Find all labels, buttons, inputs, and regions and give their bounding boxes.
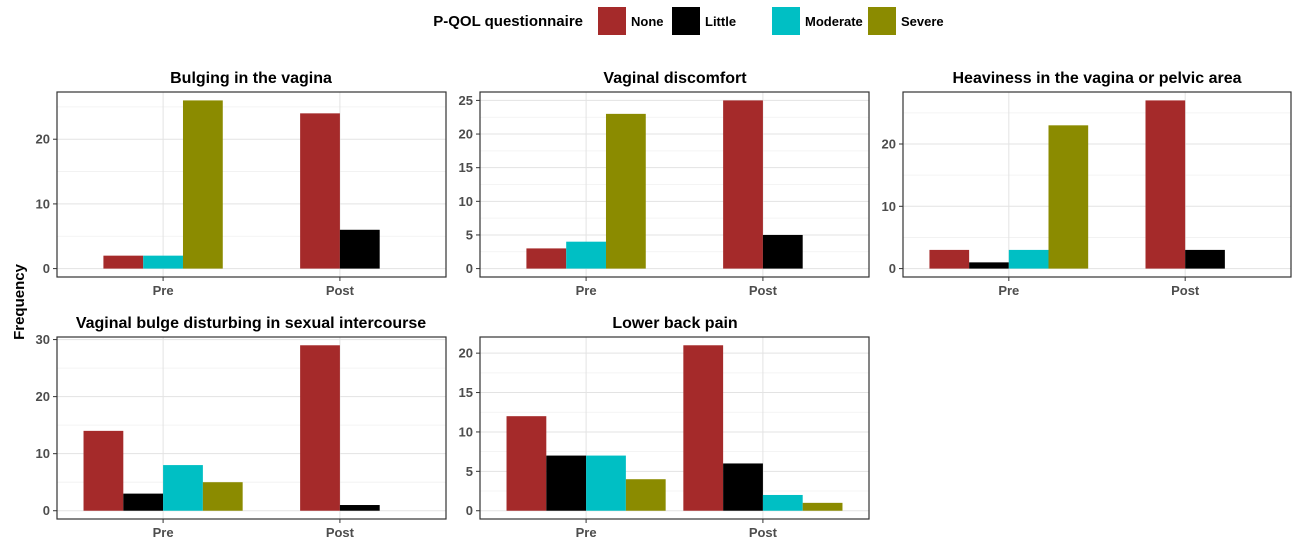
y-tick-label: 0 <box>889 261 896 276</box>
bar-pre-severe <box>605 113 646 269</box>
bar-pre-little <box>123 493 164 511</box>
y-tick-label: 15 <box>459 385 473 400</box>
legend-key-severe <box>868 7 896 35</box>
y-tick-label: 10 <box>882 199 896 214</box>
panel-border <box>56 336 447 520</box>
y-tick-label: 10 <box>459 194 473 209</box>
bar-post-none <box>300 345 340 511</box>
legend-key-moderate <box>772 7 800 35</box>
bar-post-little <box>339 229 380 269</box>
x-tick-label-pre: Pre <box>576 283 597 298</box>
x-tick-label-pre: Pre <box>998 283 1019 298</box>
y-tick-label: 25 <box>459 93 473 108</box>
legend: P-QOL questionnaire None Little Moderate Se… <box>433 7 944 35</box>
bar-pre-none <box>103 255 144 269</box>
panel-title: Lower back pain <box>612 315 737 332</box>
x-tick-label-post: Post <box>326 283 355 298</box>
bar-pre-moderate <box>586 455 626 511</box>
panel-title: Vaginal discomfort <box>603 70 747 87</box>
panel-4: Vaginal bulge disturbing in sexual inter… <box>36 315 447 540</box>
panel-title: Bulging in the vagina <box>170 70 332 87</box>
bar-post-little <box>723 463 763 511</box>
panel-3: Heaviness in the vagina or pelvic area 0 1… <box>882 70 1292 298</box>
bar-post-little <box>339 505 380 511</box>
legend-title: P-QOL questionnaire <box>433 13 583 30</box>
panel-2: Vaginal discomfort 0 5 10 15 20 25 Pre Post <box>459 70 870 298</box>
y-tick-label: 0 <box>466 503 473 518</box>
bar-pre-little <box>546 455 587 511</box>
panel-background <box>903 92 1291 277</box>
y-tick-label: 15 <box>459 160 473 175</box>
bar-post-none <box>683 345 724 511</box>
y-tick-label: 10 <box>459 424 473 439</box>
y-tick-label: 0 <box>466 261 473 276</box>
y-tick-label: 30 <box>36 332 50 347</box>
bar-pre-moderate <box>143 255 183 269</box>
bar-post-none <box>300 113 340 269</box>
x-tick-label-pre: Pre <box>153 283 174 298</box>
y-tick-label: 20 <box>459 127 473 142</box>
x-tick-label-pre: Pre <box>153 525 174 540</box>
panel-border <box>902 91 1292 278</box>
bar-post-little <box>762 234 803 269</box>
bar-pre-none <box>929 249 970 269</box>
legend-label-none: None <box>631 14 664 29</box>
bar-pre-moderate <box>1008 249 1049 269</box>
y-tick-label: 0 <box>43 503 50 518</box>
legend-key-none <box>598 7 626 35</box>
legend-label-severe: Severe <box>901 14 944 29</box>
y-tick-label: 5 <box>466 464 473 479</box>
x-tick-label-pre: Pre <box>576 525 597 540</box>
panel-border <box>479 91 870 278</box>
y-tick-label: 20 <box>459 346 473 361</box>
bar-post-none <box>1145 100 1186 269</box>
y-tick-label: 10 <box>36 446 50 461</box>
panel-border <box>479 336 870 520</box>
panel-1: Bulging in the vagina 0 10 20 Pre Post <box>36 70 447 298</box>
panel-5: Lower back pain 0 5 10 15 20 Pre Post <box>459 315 870 540</box>
bar-post-severe <box>802 502 843 511</box>
bar-post-moderate <box>762 494 803 511</box>
y-tick-label: 20 <box>36 389 50 404</box>
bar-pre-none <box>506 416 547 511</box>
x-tick-label-post: Post <box>326 525 355 540</box>
x-tick-label-post: Post <box>1171 283 1200 298</box>
bar-pre-moderate <box>163 465 203 511</box>
x-tick-label-post: Post <box>749 283 778 298</box>
y-tick-label: 5 <box>466 227 473 242</box>
bar-pre-severe <box>625 479 666 511</box>
bar-pre-moderate <box>566 241 606 269</box>
x-tick-label-post: Post <box>749 525 778 540</box>
legend-label-little: Little <box>705 14 736 29</box>
legend-label-moderate: Moderate <box>805 14 863 29</box>
panel-title: Heaviness in the vagina or pelvic area <box>952 70 1241 87</box>
bar-pre-severe <box>1048 125 1089 269</box>
legend-key-little <box>672 7 700 35</box>
bar-pre-severe <box>202 482 243 511</box>
bar-pre-severe <box>182 100 223 269</box>
bar-post-little <box>1185 249 1225 269</box>
y-tick-label: 10 <box>36 196 50 211</box>
panel-title: Vaginal bulge disturbing in sexual inter… <box>76 315 426 332</box>
y-tick-label: 0 <box>43 261 50 276</box>
bar-post-none <box>723 100 763 269</box>
y-tick-label: 20 <box>36 132 50 147</box>
bar-pre-none <box>526 248 567 269</box>
bar-pre-little <box>969 262 1009 269</box>
panel-border <box>56 91 447 278</box>
y-tick-label: 20 <box>882 137 896 152</box>
panel-background <box>57 92 446 277</box>
bar-pre-none <box>83 430 124 511</box>
y-axis-title: Frequency <box>11 263 28 340</box>
